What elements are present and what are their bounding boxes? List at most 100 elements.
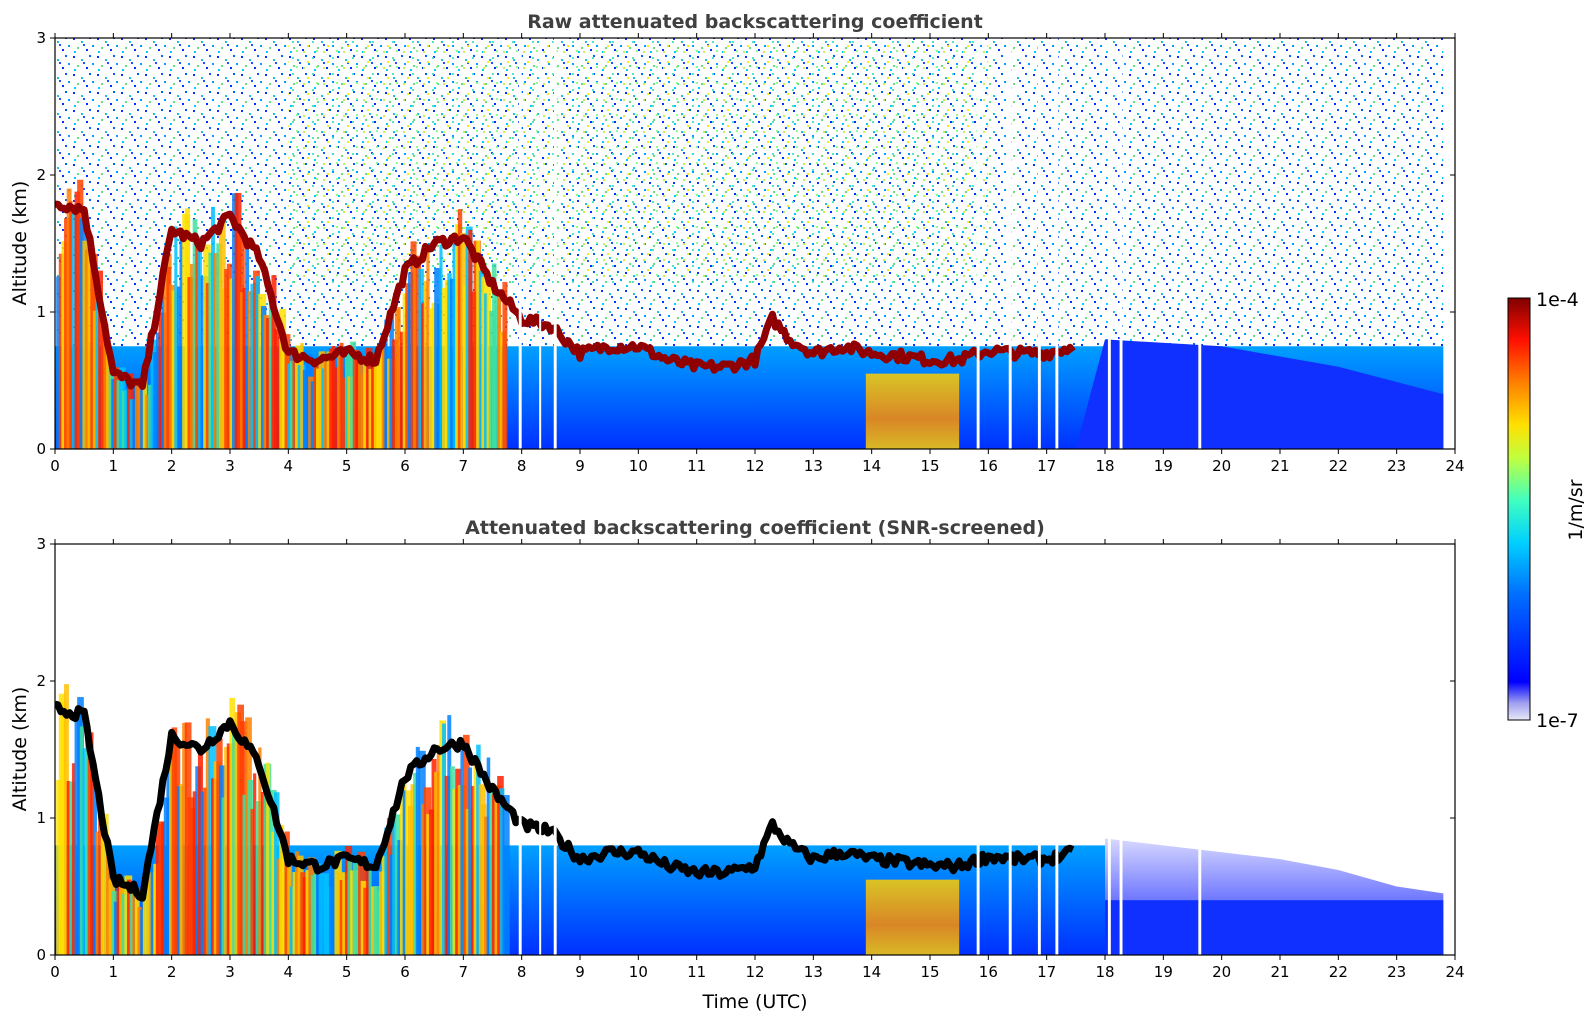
x-tick-label: 5: [342, 963, 352, 981]
x-tick-label: 16: [979, 963, 998, 981]
colorbar-max-label: 1e-4: [1536, 289, 1579, 311]
plume-column: [468, 229, 473, 449]
panel-screened-xlabel: Time (UTC): [701, 991, 807, 1013]
plume-column: [329, 348, 334, 449]
x-tick-label: 0: [50, 457, 60, 475]
x-tick-label: 0: [50, 963, 60, 981]
y-tick-label: 0: [36, 440, 46, 458]
plume-column: [179, 784, 184, 955]
plume-column: [339, 342, 344, 449]
plume-column: [442, 723, 447, 955]
plume-column: [98, 270, 103, 449]
plume-column: [415, 255, 421, 449]
plume-column: [271, 275, 277, 449]
plume-column: [413, 772, 418, 955]
plume-column: [421, 303, 425, 449]
plume-column: [255, 276, 259, 449]
plume-column: [478, 270, 484, 449]
plume-column: [365, 863, 370, 955]
x-tick-label: 17: [1037, 457, 1056, 475]
plume-column: [64, 684, 69, 955]
plume-column: [376, 890, 381, 955]
layer-top-line: [55, 700, 1075, 902]
x-tick-label: 1: [109, 963, 119, 981]
data-gap: [539, 38, 542, 449]
plume-column: [106, 352, 112, 449]
plume-column: [266, 762, 271, 955]
plume-column: [192, 791, 197, 955]
colorbar-bar: [1507, 297, 1531, 721]
plume-column: [439, 244, 443, 449]
plume-column: [355, 358, 359, 449]
plume-column: [121, 893, 127, 955]
x-tick-label: 9: [575, 457, 585, 475]
plume-column: [447, 273, 452, 449]
plume-column: [184, 208, 190, 449]
plume-column: [176, 286, 181, 449]
plume-column: [287, 862, 292, 955]
plume-column: [421, 804, 425, 955]
plume-column: [484, 816, 489, 955]
plume-column: [457, 209, 463, 449]
plume-column: [190, 263, 196, 449]
plume-column: [182, 722, 187, 955]
plume-column: [79, 726, 84, 955]
plume-column: [428, 809, 435, 955]
plume-column: [394, 309, 400, 449]
x-tick-label: 24: [1445, 457, 1464, 475]
x-tick-label: 24: [1445, 963, 1464, 981]
aerosol-plume: [865, 879, 960, 955]
plume-column: [155, 332, 160, 449]
plume-column: [389, 854, 394, 955]
plume-column: [373, 366, 379, 449]
plume-column: [250, 808, 254, 955]
x-tick-label: 22: [1329, 457, 1348, 475]
x-tick-label: 19: [1154, 963, 1173, 981]
plume-column: [423, 280, 428, 449]
x-tick-label: 21: [1270, 457, 1289, 475]
plume-column: [502, 795, 510, 955]
colorbar-unit-label: 1/m/sr: [1565, 479, 1587, 540]
plume-column: [127, 879, 132, 955]
plume-column: [271, 831, 276, 955]
data-gap: [1107, 544, 1111, 955]
plume-column: [460, 750, 464, 955]
panel-screened-ylabel: Altitude (km): [9, 687, 31, 812]
plume-column: [413, 251, 417, 449]
plume-column: [266, 317, 271, 449]
plume-column: [197, 236, 202, 449]
y-tick-label: 2: [36, 166, 46, 184]
x-tick-label: 14: [862, 457, 881, 475]
plume-column: [195, 245, 200, 449]
data-gap: [1119, 38, 1123, 449]
plume-column: [379, 339, 383, 449]
x-tick-label: 18: [1095, 457, 1114, 475]
colorbar-min-label: 1e-7: [1536, 710, 1579, 732]
plume-column: [497, 296, 502, 449]
plume-column: [468, 767, 472, 955]
plume-column: [61, 701, 67, 955]
plume-column: [279, 825, 285, 955]
plume-column: [449, 766, 455, 955]
x-tick-label: 17: [1037, 963, 1056, 981]
plume-column: [224, 269, 229, 449]
plume-column: [436, 303, 441, 449]
panel-raw-ylabel: Altitude (km): [9, 181, 31, 306]
plume-column: [95, 285, 100, 449]
x-tick-label: 15: [920, 963, 939, 981]
plume-column: [90, 732, 94, 955]
plume-column: [486, 272, 492, 449]
plume-column: [331, 346, 336, 449]
plume-column: [258, 747, 262, 955]
plume-column: [355, 881, 361, 955]
plume-column: [192, 218, 198, 449]
plume-column: [276, 330, 281, 449]
x-tick-label: 1: [109, 457, 119, 475]
plume-column: [103, 813, 109, 955]
data-gap: [553, 38, 557, 449]
plume-column: [389, 306, 394, 449]
plume-column: [397, 307, 401, 449]
data-gap: [553, 544, 557, 955]
plume-column: [431, 302, 437, 449]
